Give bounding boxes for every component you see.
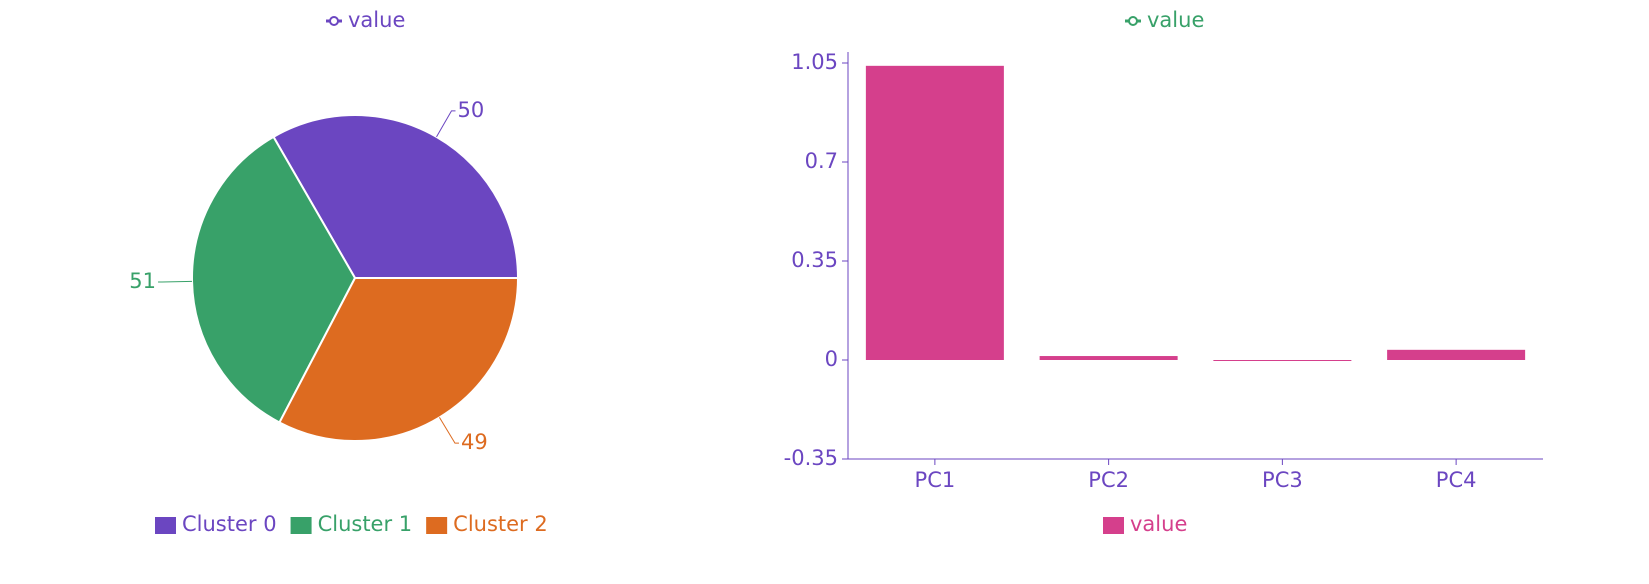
legend-swatch (426, 517, 448, 534)
legend-label: value (1130, 512, 1187, 536)
y-tick-label: -0.35 (784, 446, 838, 470)
label-line (439, 417, 459, 444)
legend-swatch (1103, 517, 1124, 534)
x-tick-label: PC4 (1436, 468, 1477, 492)
data-label: 50 (458, 98, 485, 122)
x-tick-label: PC1 (915, 468, 956, 492)
legend-icon (329, 16, 339, 26)
bar (1213, 360, 1352, 361)
pie-slice (191, 135, 357, 424)
y-tick-label: 0.35 (791, 248, 838, 272)
pie-slice (272, 114, 520, 279)
legend-label: Cluster 0 (182, 512, 277, 536)
pie-slice (278, 277, 520, 442)
bar (1039, 356, 1178, 360)
y-tick-label: 0 (825, 347, 838, 371)
legend-swatch (155, 517, 176, 534)
data-label: 49 (461, 430, 488, 454)
y-tick-label: 0.7 (805, 149, 838, 173)
legend-label: Cluster 1 (318, 512, 413, 536)
x-tick-label: PC2 (1088, 468, 1129, 492)
legend-label: value (348, 8, 405, 32)
bar (865, 65, 1004, 360)
legend-label: value (1147, 8, 1204, 32)
bar (1387, 349, 1526, 360)
legend-icon (1128, 16, 1138, 26)
label-line (158, 280, 193, 283)
legend-label: Cluster 2 (453, 512, 548, 536)
data-label: 51 (129, 269, 156, 293)
y-tick-label: 1.05 (791, 50, 838, 74)
legend-swatch (290, 517, 312, 534)
label-line (436, 110, 456, 138)
x-tick-label: PC3 (1262, 468, 1303, 492)
